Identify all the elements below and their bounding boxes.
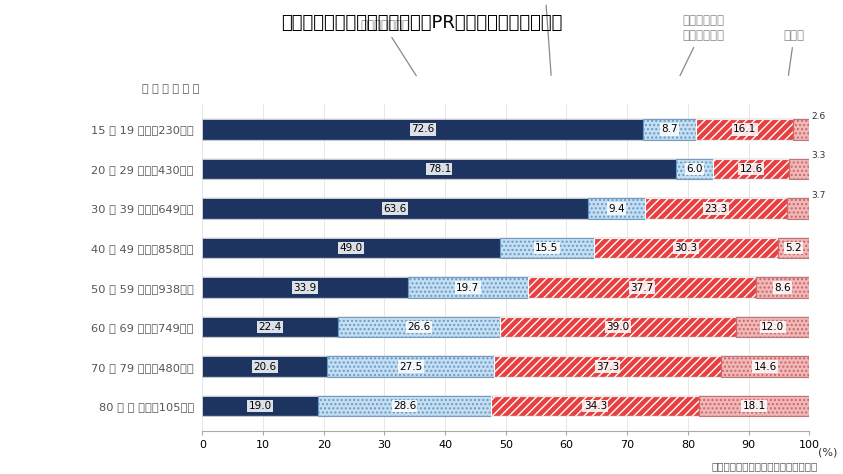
Text: 8.6: 8.6: [774, 283, 791, 292]
Bar: [500, 238, 593, 258]
Text: 63.6: 63.6: [384, 203, 407, 213]
Bar: [202, 119, 643, 140]
Text: 8.7: 8.7: [661, 125, 678, 135]
Bar: [494, 356, 721, 377]
Bar: [202, 159, 676, 179]
Bar: [789, 159, 809, 179]
Text: 分からない・
覚えていない: 分からない・ 覚えていない: [680, 14, 724, 76]
Text: 19.0: 19.0: [249, 401, 271, 411]
Bar: [700, 396, 809, 417]
Text: 16.1: 16.1: [733, 125, 756, 135]
Bar: [528, 277, 756, 298]
Bar: [202, 238, 500, 258]
Text: 3.7: 3.7: [811, 191, 825, 200]
Bar: [756, 277, 808, 298]
Text: 無回答: 無回答: [784, 29, 804, 75]
Bar: [593, 238, 778, 258]
Bar: [491, 396, 700, 417]
Text: 22.4: 22.4: [259, 322, 282, 332]
Bar: [202, 198, 588, 219]
Bar: [202, 396, 318, 417]
Text: 6.0: 6.0: [686, 164, 703, 174]
Text: 78.1: 78.1: [427, 164, 451, 174]
Text: 39.0: 39.0: [606, 322, 630, 332]
Bar: [202, 317, 338, 337]
Bar: [713, 159, 789, 179]
Bar: [737, 317, 809, 337]
Text: 引用：令和５年度消費者意識基本調査: 引用：令和５年度消費者意識基本調査: [711, 462, 818, 472]
Bar: [643, 119, 695, 140]
Text: 72.6: 72.6: [411, 125, 434, 135]
Bar: [408, 277, 528, 298]
Text: (%): (%): [819, 448, 838, 458]
Text: 9.4: 9.4: [609, 203, 626, 213]
Text: 18.1: 18.1: [743, 401, 766, 411]
Bar: [646, 198, 787, 219]
Text: 34.3: 34.3: [583, 401, 607, 411]
Text: ［ 年 齢 層 別 ］: ［ 年 齢 層 別 ］: [142, 84, 199, 94]
Bar: [695, 119, 793, 140]
Text: 37.7: 37.7: [631, 283, 653, 292]
Text: 19.7: 19.7: [456, 283, 480, 292]
Text: 30.3: 30.3: [674, 243, 697, 253]
Bar: [500, 317, 737, 337]
Bar: [778, 238, 809, 258]
Text: 3.3: 3.3: [811, 151, 825, 160]
Text: 5.2: 5.2: [785, 243, 802, 253]
Text: 20.6: 20.6: [253, 362, 277, 372]
Bar: [338, 317, 500, 337]
Text: 28.6: 28.6: [393, 401, 416, 411]
Text: 12.6: 12.6: [739, 164, 763, 174]
Bar: [676, 159, 713, 179]
Text: 12.0: 12.0: [761, 322, 785, 332]
Text: 2.6: 2.6: [811, 112, 825, 121]
Text: 見たことがある: 見たことがある: [360, 19, 416, 76]
Text: 14.6: 14.6: [754, 362, 776, 372]
Bar: [787, 198, 809, 219]
Bar: [318, 396, 491, 417]
Text: インフルエンサー等の投稿で「PR」等の表示を見た経験: インフルエンサー等の投稿で「PR」等の表示を見た経験: [281, 14, 562, 32]
Text: 33.9: 33.9: [293, 283, 317, 292]
Bar: [793, 119, 809, 140]
Bar: [721, 356, 809, 377]
Text: 49.0: 49.0: [340, 243, 362, 253]
Text: 26.6: 26.6: [407, 322, 431, 332]
Bar: [588, 198, 646, 219]
Text: 23.3: 23.3: [705, 203, 728, 213]
Text: 見たことはない: 見たことはない: [521, 0, 570, 75]
Text: 15.5: 15.5: [535, 243, 558, 253]
Text: 27.5: 27.5: [400, 362, 422, 372]
Bar: [327, 356, 494, 377]
Bar: [202, 356, 327, 377]
Bar: [202, 277, 408, 298]
Text: 37.3: 37.3: [596, 362, 619, 372]
